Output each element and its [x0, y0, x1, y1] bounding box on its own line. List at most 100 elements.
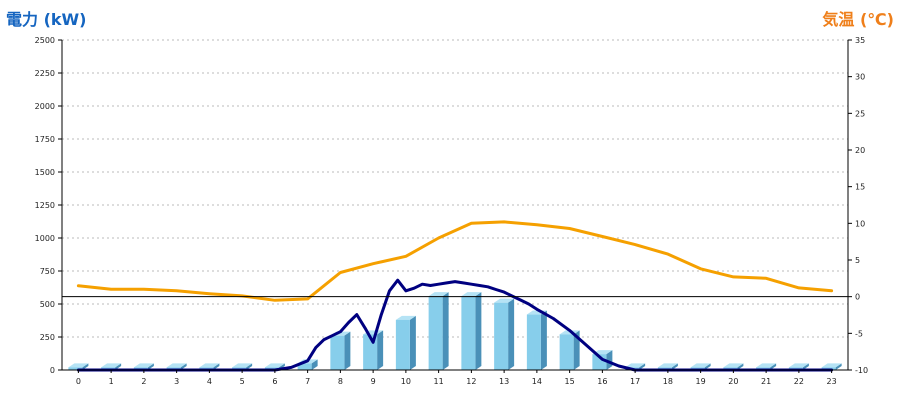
bar-top	[625, 363, 646, 368]
bar	[330, 331, 351, 370]
bar-top	[756, 363, 777, 368]
bar-top	[264, 363, 285, 368]
x-tick-label: 15	[565, 377, 575, 386]
right-tick-label: 35	[855, 36, 865, 45]
bar	[526, 310, 547, 370]
series-lines	[76, 220, 834, 372]
x-tick-label: 10	[401, 377, 411, 386]
right-axis-title: 気温 (℃)	[822, 10, 894, 29]
left-tick-label: 1750	[35, 135, 55, 144]
bar	[68, 363, 89, 370]
x-tick-label: 16	[597, 377, 607, 386]
x-tick-label: 11	[434, 377, 444, 386]
x-tick-label: 5	[240, 377, 245, 386]
x-tick-label: 18	[663, 377, 673, 386]
axes: 02505007501000125015001750200022502500-1…	[35, 36, 868, 386]
bar	[363, 330, 384, 370]
bar-top	[428, 292, 449, 297]
bar-front	[330, 335, 345, 370]
bar-top	[232, 363, 253, 368]
x-tick-label: 9	[371, 377, 376, 386]
bar-top	[68, 363, 89, 368]
bar-front	[526, 314, 541, 370]
right-tick-label: 25	[855, 109, 865, 118]
bar-top	[166, 363, 187, 368]
bar-side	[802, 363, 809, 370]
bar	[494, 298, 515, 370]
bar-side	[508, 298, 515, 370]
bar-top	[657, 363, 678, 368]
bar-front	[494, 302, 509, 370]
right-tick-label: 5	[855, 256, 860, 265]
bar	[461, 292, 482, 370]
bar-top	[133, 363, 154, 368]
bar-side	[737, 363, 744, 370]
right-tick-label: 10	[855, 219, 865, 228]
right-tick-label: 15	[855, 183, 865, 192]
x-tick-label: 1	[109, 377, 114, 386]
bar-front	[461, 296, 476, 370]
bar-top	[821, 363, 842, 368]
left-axis-title: 電力 (kW)	[6, 10, 87, 29]
x-tick-label: 21	[761, 377, 771, 386]
left-tick-label: 2250	[35, 69, 55, 78]
x-tick-label: 13	[499, 377, 509, 386]
bar-side	[246, 363, 253, 370]
bar-side	[475, 292, 482, 370]
right-tick-label: -5	[855, 329, 863, 338]
gridlines	[62, 39, 848, 338]
bar-side	[82, 363, 89, 370]
bar	[428, 292, 449, 370]
right-tick-label: 20	[855, 146, 865, 155]
left-tick-label: 2000	[35, 102, 55, 111]
x-tick-label: 17	[630, 377, 640, 386]
left-tick-label: 2500	[35, 36, 55, 45]
bar-side	[540, 310, 547, 370]
bar-top	[199, 363, 220, 368]
bar-side	[835, 363, 842, 370]
x-tick-label: 23	[827, 377, 837, 386]
left-tick-label: 0	[50, 366, 55, 375]
bar-side	[704, 363, 711, 370]
bar-front	[395, 319, 410, 370]
left-tick-label: 1500	[35, 168, 55, 177]
left-tick-label: 250	[40, 333, 55, 342]
temperature-line	[76, 220, 834, 302]
bar-side	[377, 330, 384, 370]
left-tick-label: 1250	[35, 201, 55, 210]
x-tick-label: 0	[76, 377, 81, 386]
bar-front	[428, 296, 443, 370]
x-tick-label: 14	[532, 377, 542, 386]
bar-side	[573, 330, 580, 370]
bar-side	[639, 363, 646, 370]
bar-side	[671, 363, 678, 370]
x-tick-label: 7	[305, 377, 310, 386]
bar-side	[147, 363, 154, 370]
left-tick-label: 1000	[35, 234, 55, 243]
bar-top	[101, 363, 122, 368]
bar-side	[442, 292, 449, 370]
x-tick-label: 8	[338, 377, 343, 386]
bar-side	[344, 331, 351, 370]
left-tick-label: 500	[40, 300, 55, 309]
bar-top	[461, 292, 482, 297]
bar-side	[606, 350, 613, 370]
bar-top	[395, 315, 416, 320]
bar-side	[180, 363, 187, 370]
bar-top	[788, 363, 809, 368]
power-bars	[68, 292, 842, 370]
right-tick-label: 0	[855, 293, 860, 302]
bar-front	[559, 334, 574, 370]
bar-top	[723, 363, 744, 368]
power-line	[76, 278, 834, 372]
right-tick-label: 30	[855, 73, 865, 82]
left-tick-label: 750	[40, 267, 55, 276]
x-tick-label: 19	[696, 377, 706, 386]
x-tick-label: 22	[794, 377, 804, 386]
x-tick-label: 4	[207, 377, 212, 386]
x-tick-label: 3	[174, 377, 179, 386]
bar-side	[770, 363, 777, 370]
bar	[395, 315, 416, 370]
bar-side	[115, 363, 122, 370]
